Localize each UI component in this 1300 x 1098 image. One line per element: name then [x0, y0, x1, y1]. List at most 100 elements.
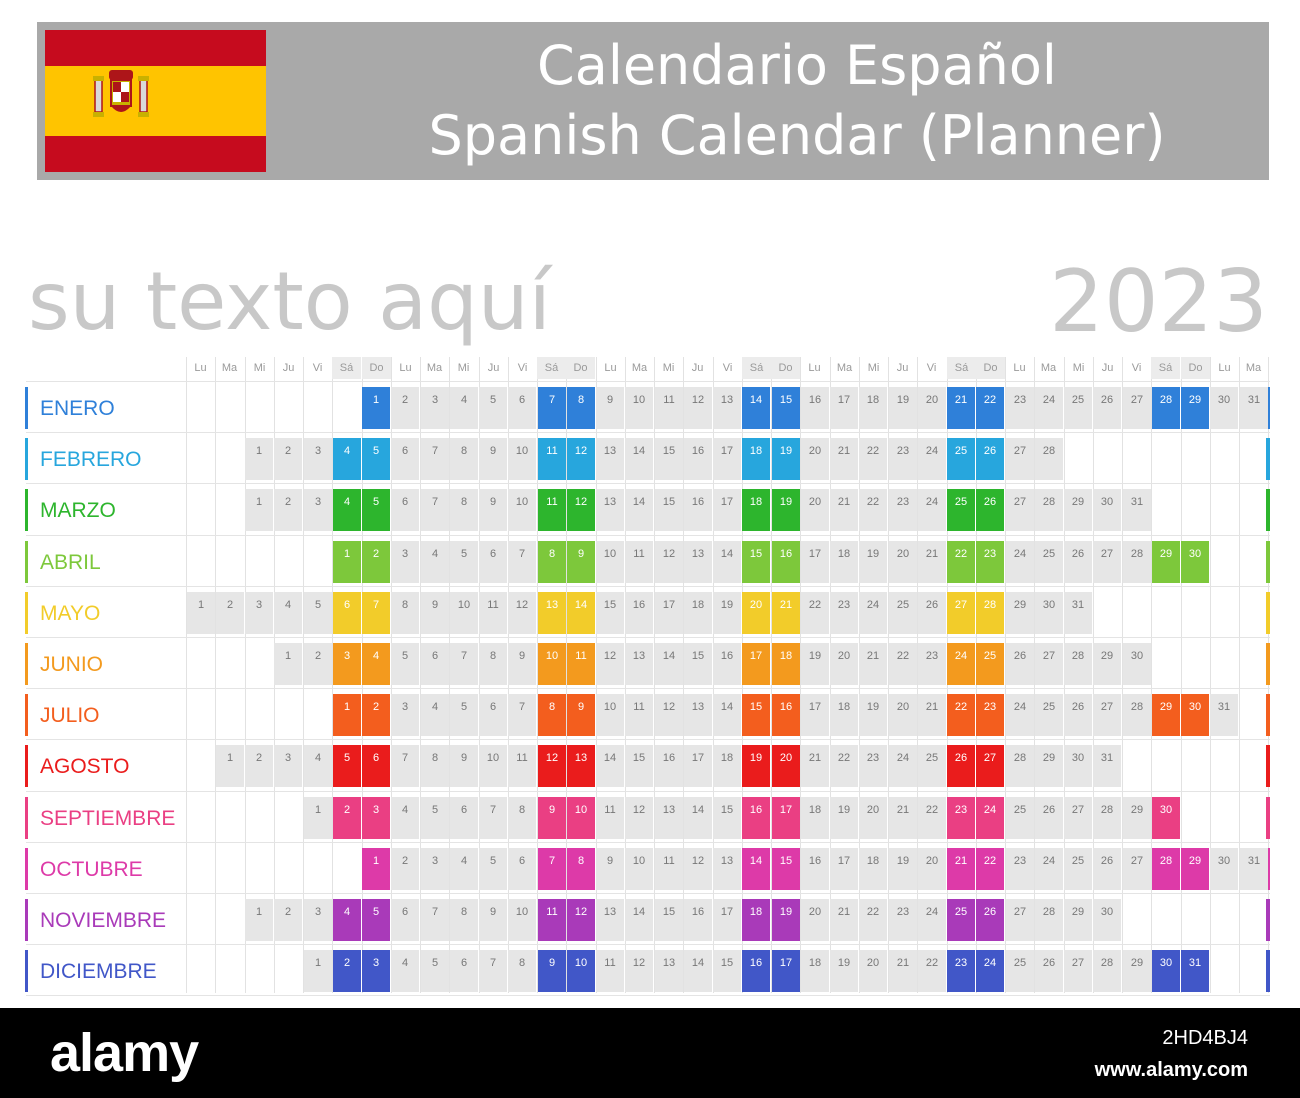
- weekend-day-cell: 4: [333, 438, 361, 480]
- day-cell: 27: [1006, 899, 1034, 941]
- weekend-day-cell: 19: [772, 899, 800, 941]
- day-cell: 4: [450, 848, 478, 890]
- weekday-header-cell: Do: [566, 357, 595, 379]
- weekday-header-cell: Lu: [1218, 362, 1231, 374]
- month-color-bar-left: [25, 694, 28, 736]
- day-cell: 26: [1006, 643, 1034, 685]
- weekend-day-cell: 10: [567, 950, 595, 992]
- weekend-day-cell: 26: [976, 489, 1004, 531]
- weekend-day-cell: 24: [947, 643, 975, 685]
- day-cell: 29: [1064, 489, 1092, 531]
- day-cell: 10: [508, 489, 536, 531]
- day-cell: 23: [889, 489, 917, 531]
- weekend-day-cell: 24: [976, 797, 1004, 839]
- day-cell: 23: [830, 592, 858, 634]
- day-cell: 24: [889, 745, 917, 787]
- day-cell: 31: [1093, 745, 1121, 787]
- weekend-day-cell: 28: [976, 592, 1004, 634]
- column-divider: [1239, 357, 1240, 993]
- day-cell: 11: [508, 745, 536, 787]
- day-cell: 25: [1064, 848, 1092, 890]
- day-cell: 22: [918, 950, 946, 992]
- weekend-day-cell: 15: [742, 694, 770, 736]
- watermark-logo: alamy: [50, 1023, 199, 1083]
- title-spanish: Calendario Español: [537, 34, 1057, 97]
- weekend-day-cell: 7: [538, 848, 566, 890]
- day-cell: 28: [1064, 643, 1092, 685]
- day-cell: 9: [421, 592, 449, 634]
- day-cell: 27: [1123, 848, 1151, 890]
- row-divider: [26, 791, 1270, 792]
- day-cell: 11: [596, 797, 624, 839]
- column-divider: [1034, 357, 1035, 993]
- row-divider: [26, 893, 1270, 894]
- weekday-header-cell: Sá: [1151, 357, 1180, 379]
- watermark-url: www.alamy.com: [1094, 1059, 1248, 1081]
- day-cell: 5: [421, 797, 449, 839]
- month-color-bar-left: [25, 797, 28, 839]
- month-name-mayo: MAYO: [40, 602, 101, 625]
- month-color-bar-right: [1266, 592, 1270, 634]
- day-cell: 22: [859, 438, 887, 480]
- day-cell: 11: [625, 541, 653, 583]
- day-cell: 7: [421, 899, 449, 941]
- weekend-day-cell: 16: [772, 541, 800, 583]
- weekend-day-cell: 17: [772, 950, 800, 992]
- day-cell: 19: [830, 950, 858, 992]
- day-cell: 10: [479, 745, 507, 787]
- column-divider: [245, 357, 246, 993]
- day-cell: 28: [1035, 899, 1063, 941]
- day-cell: 16: [625, 592, 653, 634]
- title-banner: Calendario Español Spanish Calendar (Pla…: [37, 22, 1269, 180]
- day-cell: 11: [596, 950, 624, 992]
- day-cell: 22: [859, 899, 887, 941]
- day-cell: 1: [304, 797, 332, 839]
- day-cell: 19: [859, 541, 887, 583]
- weekend-day-cell: 4: [333, 899, 361, 941]
- weekend-day-cell: 11: [567, 643, 595, 685]
- month-color-bar-left: [25, 489, 28, 531]
- weekend-day-cell: 23: [947, 950, 975, 992]
- month-name-noviembre: NOVIEMBRE: [40, 909, 167, 932]
- day-cell: 13: [596, 899, 624, 941]
- day-cell: 27: [1093, 541, 1121, 583]
- day-cell: 18: [859, 387, 887, 429]
- day-cell: 10: [596, 694, 624, 736]
- day-cell: 25: [1064, 387, 1092, 429]
- watermark-image-id: 2HD4BJ4: [1162, 1027, 1248, 1049]
- weekend-day-cell: 4: [362, 643, 390, 685]
- weekend-day-cell: 19: [742, 745, 770, 787]
- month-color-bar-right: [1266, 950, 1270, 992]
- day-cell: 17: [684, 745, 712, 787]
- day-cell: 7: [508, 541, 536, 583]
- day-cell: 14: [625, 899, 653, 941]
- weekend-day-cell: 25: [947, 438, 975, 480]
- day-cell: 6: [479, 541, 507, 583]
- row-divider: [26, 688, 1270, 689]
- weekend-day-cell: 30: [1181, 541, 1209, 583]
- weekday-header-cell: Ma: [631, 362, 648, 374]
- day-cell: 5: [450, 694, 478, 736]
- day-cell: 24: [918, 899, 946, 941]
- weekend-day-cell: 30: [1152, 797, 1180, 839]
- day-cell: 10: [625, 848, 653, 890]
- row-divider: [26, 586, 1270, 587]
- day-cell: 12: [684, 387, 712, 429]
- day-cell: 3: [274, 745, 302, 787]
- month-color-bar-right: [1266, 489, 1270, 531]
- day-cell: 15: [655, 489, 683, 531]
- weekday-header-cell: Ma: [1040, 362, 1057, 374]
- day-cell: 1: [187, 592, 215, 634]
- day-cell: 17: [801, 694, 829, 736]
- day-cell: 31: [1240, 848, 1268, 890]
- day-cell: 6: [450, 797, 478, 839]
- day-cell: 12: [655, 541, 683, 583]
- weekday-header-cell: Ma: [836, 362, 853, 374]
- weekend-day-cell: 9: [567, 694, 595, 736]
- title-english: Spanish Calendar (Planner): [428, 104, 1166, 167]
- day-cell: 10: [596, 541, 624, 583]
- day-cell: 19: [889, 848, 917, 890]
- day-cell: 12: [684, 848, 712, 890]
- day-cell: 20: [801, 438, 829, 480]
- day-cell: 6: [479, 694, 507, 736]
